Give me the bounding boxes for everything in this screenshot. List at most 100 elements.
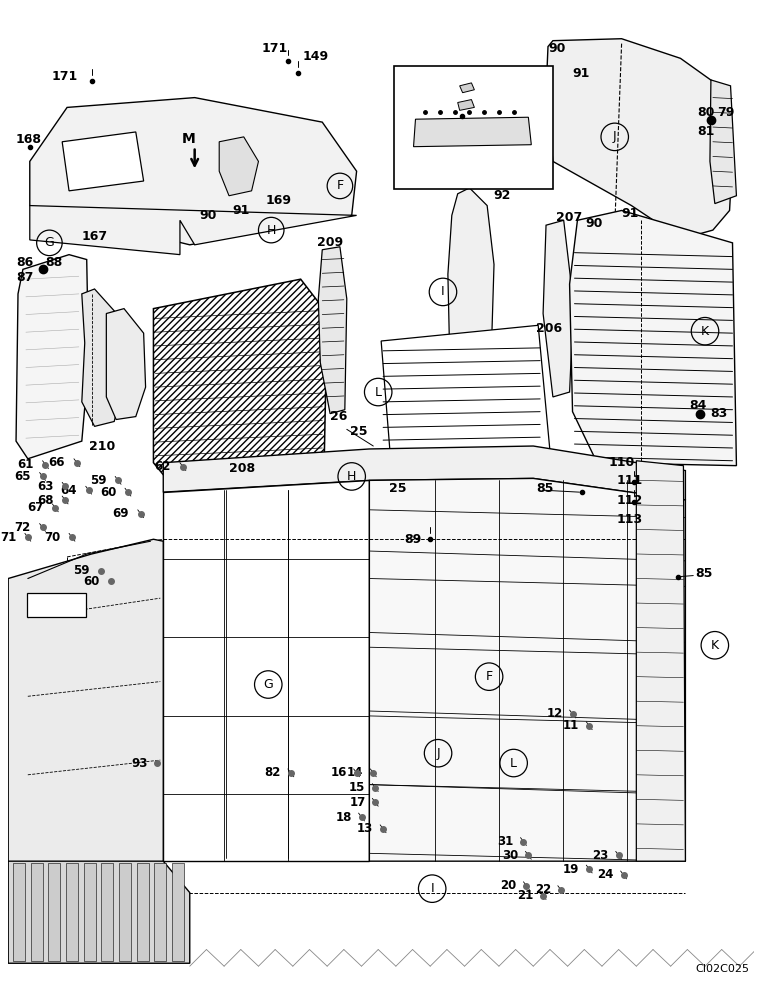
Text: 21: 21 bbox=[517, 889, 534, 902]
Text: 26: 26 bbox=[330, 410, 347, 423]
Text: 91: 91 bbox=[622, 207, 639, 220]
Bar bbox=[394, 66, 553, 189]
Text: FRONT: FRONT bbox=[40, 600, 77, 610]
Text: L: L bbox=[510, 757, 517, 770]
Text: 87: 87 bbox=[16, 271, 33, 284]
Text: 60: 60 bbox=[83, 575, 100, 588]
Text: 18: 18 bbox=[335, 811, 352, 824]
Text: 170: 170 bbox=[396, 123, 422, 136]
Text: J: J bbox=[436, 747, 440, 760]
Text: 93: 93 bbox=[131, 757, 147, 770]
Polygon shape bbox=[543, 220, 574, 397]
Text: 90: 90 bbox=[200, 209, 217, 222]
Polygon shape bbox=[154, 279, 327, 495]
Polygon shape bbox=[710, 80, 736, 204]
Polygon shape bbox=[382, 325, 553, 488]
Text: 81: 81 bbox=[697, 125, 714, 138]
Polygon shape bbox=[119, 863, 131, 961]
Polygon shape bbox=[16, 255, 89, 459]
Text: 14: 14 bbox=[347, 766, 363, 779]
Text: 12: 12 bbox=[546, 707, 562, 720]
Text: L: L bbox=[375, 386, 382, 399]
Polygon shape bbox=[82, 289, 124, 426]
Text: 110: 110 bbox=[609, 456, 635, 469]
Text: 19: 19 bbox=[563, 863, 579, 876]
Text: 72: 72 bbox=[14, 521, 30, 534]
Polygon shape bbox=[8, 539, 163, 910]
Text: 172: 172 bbox=[430, 98, 457, 111]
Polygon shape bbox=[62, 132, 144, 191]
Text: 83: 83 bbox=[710, 407, 727, 420]
Polygon shape bbox=[30, 863, 43, 961]
Text: 85: 85 bbox=[695, 567, 713, 580]
Text: 85: 85 bbox=[537, 482, 553, 495]
Text: 23: 23 bbox=[593, 849, 609, 862]
Polygon shape bbox=[458, 100, 474, 110]
Text: 16: 16 bbox=[331, 766, 347, 779]
Polygon shape bbox=[569, 210, 736, 466]
Text: 59: 59 bbox=[90, 474, 106, 487]
Polygon shape bbox=[49, 863, 60, 961]
Text: 167: 167 bbox=[82, 230, 108, 243]
Text: 84: 84 bbox=[689, 399, 707, 412]
Text: 70: 70 bbox=[44, 531, 60, 544]
Text: 88: 88 bbox=[46, 256, 63, 269]
Polygon shape bbox=[636, 461, 686, 861]
Polygon shape bbox=[137, 863, 148, 961]
Polygon shape bbox=[448, 188, 494, 392]
Text: 149: 149 bbox=[302, 50, 329, 63]
Text: 80: 80 bbox=[697, 106, 714, 119]
Polygon shape bbox=[30, 98, 356, 245]
Text: 60: 60 bbox=[100, 486, 116, 499]
Text: 169: 169 bbox=[265, 194, 291, 207]
Text: 79: 79 bbox=[717, 106, 734, 119]
Text: F: F bbox=[486, 670, 492, 683]
Polygon shape bbox=[460, 83, 474, 93]
Polygon shape bbox=[546, 39, 733, 235]
Text: I: I bbox=[441, 285, 445, 298]
Polygon shape bbox=[30, 206, 356, 255]
Text: K: K bbox=[711, 639, 719, 652]
Text: 68: 68 bbox=[36, 493, 53, 506]
Text: CI02C025: CI02C025 bbox=[695, 964, 749, 974]
Polygon shape bbox=[163, 480, 369, 861]
Text: 22: 22 bbox=[535, 883, 551, 896]
Text: H: H bbox=[267, 224, 276, 237]
Polygon shape bbox=[219, 137, 258, 196]
Polygon shape bbox=[66, 863, 78, 961]
Text: 11: 11 bbox=[563, 719, 579, 732]
Text: 209: 209 bbox=[318, 236, 344, 249]
Text: 171: 171 bbox=[262, 42, 288, 55]
Text: F: F bbox=[337, 179, 344, 192]
Text: H: H bbox=[347, 470, 356, 483]
Text: 82: 82 bbox=[264, 766, 281, 779]
Polygon shape bbox=[366, 475, 393, 493]
Polygon shape bbox=[84, 863, 96, 961]
Text: M: M bbox=[410, 149, 424, 163]
Text: 61: 61 bbox=[17, 458, 33, 471]
Text: 173: 173 bbox=[430, 81, 456, 94]
Text: 112: 112 bbox=[616, 493, 643, 506]
Text: 66: 66 bbox=[49, 456, 65, 469]
Text: 89: 89 bbox=[404, 533, 421, 546]
Polygon shape bbox=[13, 863, 25, 961]
Text: 207: 207 bbox=[556, 211, 582, 224]
Text: 113: 113 bbox=[616, 513, 643, 526]
Text: K: K bbox=[701, 325, 709, 338]
Text: 210: 210 bbox=[89, 440, 115, 453]
Polygon shape bbox=[101, 863, 113, 961]
Text: 25: 25 bbox=[350, 425, 367, 438]
Text: 63: 63 bbox=[37, 480, 53, 493]
Text: 25: 25 bbox=[389, 482, 407, 495]
Text: 86: 86 bbox=[16, 256, 33, 269]
Text: 111: 111 bbox=[616, 474, 643, 487]
Text: 67: 67 bbox=[27, 501, 43, 514]
Text: 90: 90 bbox=[585, 217, 603, 230]
Text: 31: 31 bbox=[497, 835, 514, 848]
Text: 65: 65 bbox=[14, 470, 30, 483]
Text: 91: 91 bbox=[232, 204, 249, 217]
Text: 168: 168 bbox=[16, 133, 42, 146]
Text: 90: 90 bbox=[548, 42, 565, 55]
Text: 15: 15 bbox=[349, 781, 366, 794]
Polygon shape bbox=[106, 309, 146, 420]
